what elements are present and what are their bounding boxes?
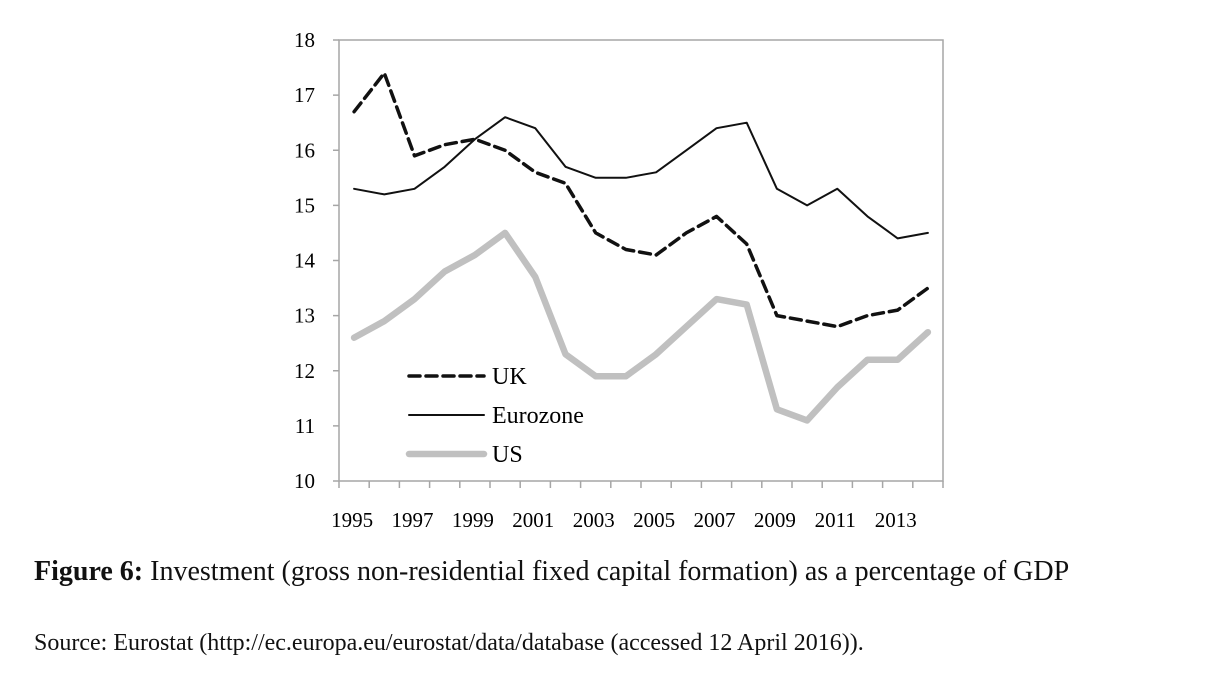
series-line-eurozone	[353, 116, 929, 240]
x-tick-label: 2011	[815, 508, 856, 532]
x-tick-label: 1999	[452, 508, 494, 532]
x-tick-label: 2007	[694, 508, 736, 532]
y-tick-label: 12	[294, 359, 315, 383]
y-tick-label: 15	[294, 193, 315, 217]
y-tick-label: 17	[294, 83, 315, 107]
x-tick-label: 2001	[512, 508, 554, 532]
figure-source: Source: Eurostat (http://ec.europa.eu/eu…	[34, 630, 864, 656]
legend-label-eurozone: Eurozone	[492, 403, 584, 429]
y-tick-label: 13	[294, 304, 315, 328]
figure-label: Figure 6:	[34, 556, 144, 587]
series-line-uk	[352, 71, 930, 329]
series-line-us	[350, 229, 932, 424]
x-tick-label: 2013	[875, 508, 917, 532]
y-tick-label: 14	[294, 249, 316, 273]
y-tick-label: 18	[294, 28, 315, 52]
y-tick-label: 16	[294, 138, 315, 162]
y-tick-label: 10	[294, 469, 315, 493]
figure-caption: Figure 6: Investment (gross non-resident…	[34, 556, 1209, 588]
figure-caption-text: Investment (gross non-residential fixed …	[143, 556, 1070, 587]
x-tick-label: 2003	[573, 508, 615, 532]
legend-label-uk: UK	[492, 364, 527, 390]
y-tick-label: 11	[295, 414, 315, 438]
x-tick-label: 2005	[633, 508, 675, 532]
x-tick-label: 2009	[754, 508, 796, 532]
legend-label-us: US	[492, 442, 523, 468]
x-tick-label: 1997	[392, 508, 434, 532]
x-tick-label: 1995	[331, 508, 373, 532]
line-chart: 10 11 12 13 14 15 16 17 18 1995 1997 1999 2001 2003 20…	[294, 28, 944, 532]
